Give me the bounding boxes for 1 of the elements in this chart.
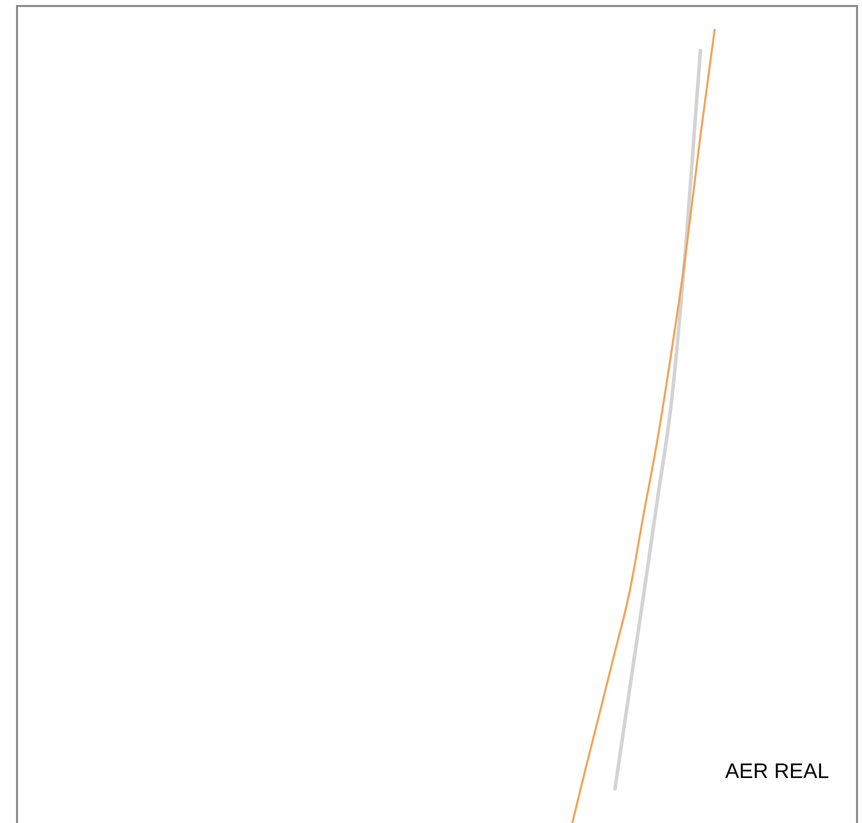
annotation: AER REAL bbox=[725, 760, 829, 783]
